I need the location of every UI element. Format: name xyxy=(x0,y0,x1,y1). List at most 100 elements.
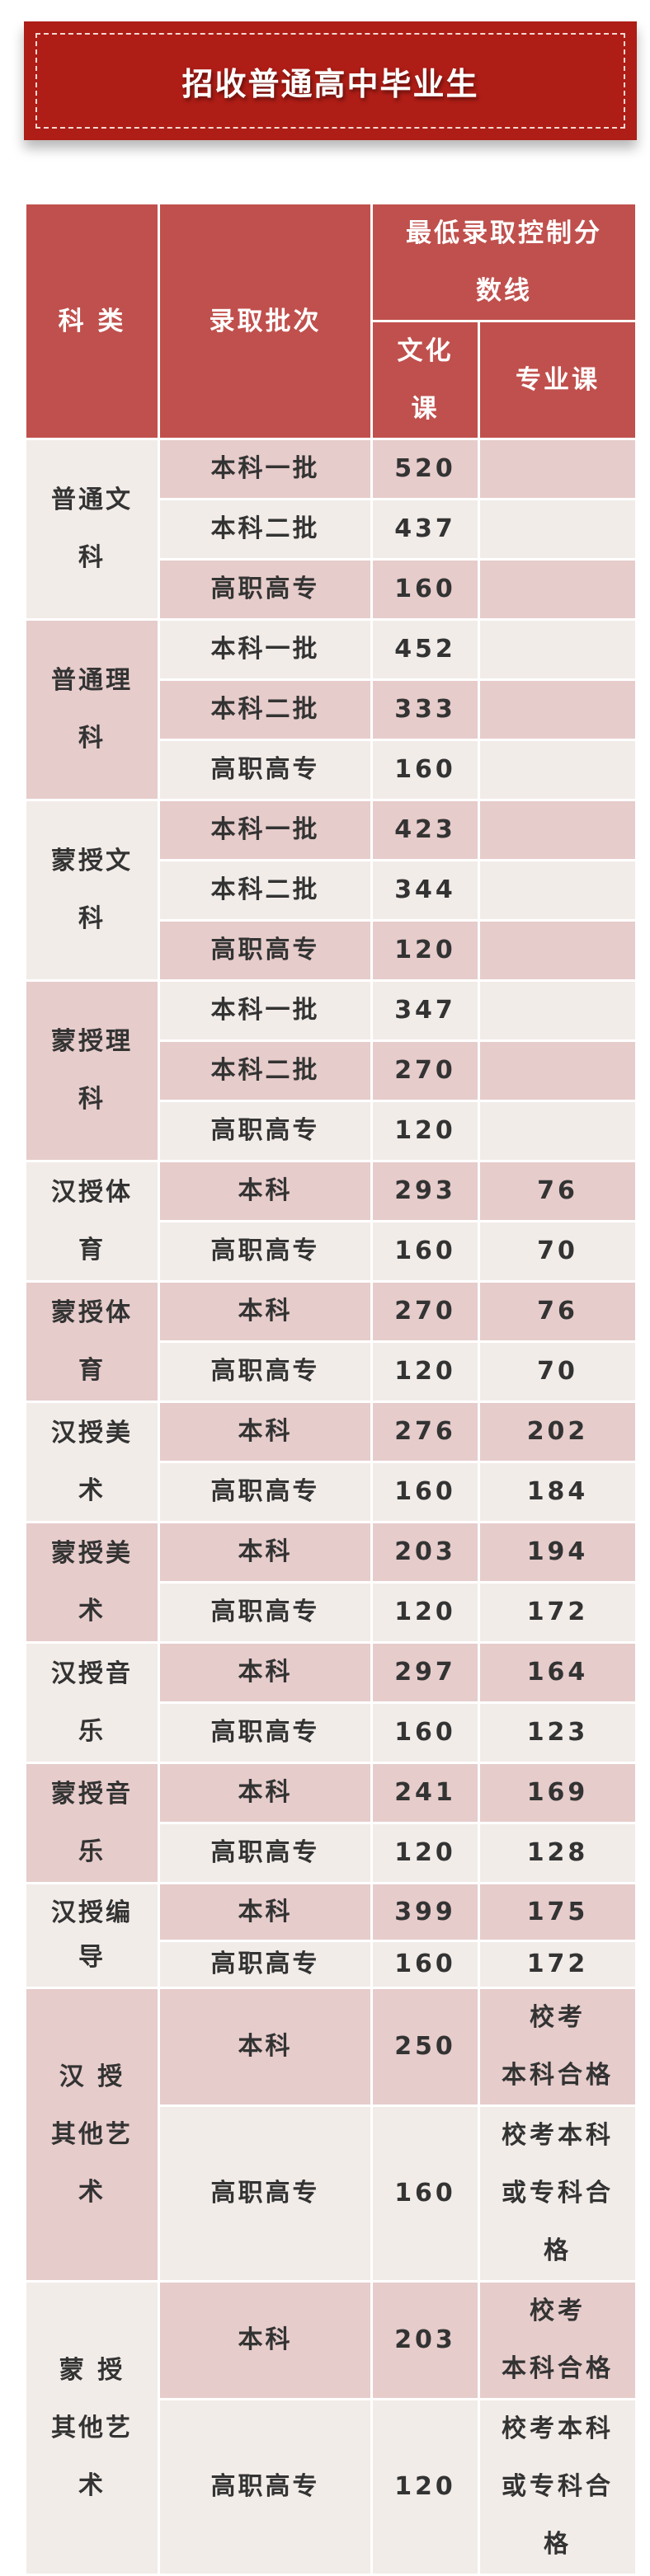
culture-score-cell: 437 xyxy=(373,500,478,558)
category-cell: 普通理 科 xyxy=(26,621,158,799)
major-score-cell: 76 xyxy=(480,1162,635,1220)
header-batch: 录取批次 xyxy=(160,204,370,438)
culture-score-cell: 276 xyxy=(373,1403,478,1461)
category-cell: 汉授编 导 xyxy=(26,1884,158,1987)
major-score-cell xyxy=(480,681,635,739)
batch-cell: 高职高专 xyxy=(160,1704,370,1762)
table-row: 本科二批 344 xyxy=(26,861,635,919)
culture-score-cell: 270 xyxy=(373,1042,478,1100)
category-cell: 汉授体 育 xyxy=(26,1162,158,1280)
major-score-cell: 70 xyxy=(480,1343,635,1401)
batch-cell: 本科二批 xyxy=(160,681,370,739)
category-cell: 汉授美 术 xyxy=(26,1403,158,1521)
major-score-cell: 校考 本科合格 xyxy=(480,2283,635,2398)
table-row: 蒙授体 育本科 270 76 xyxy=(26,1283,635,1401)
batch-cell: 本科 xyxy=(160,1162,370,1220)
batch-cell: 高职高专 xyxy=(160,1584,370,1641)
major-score-cell: 172 xyxy=(480,1584,635,1641)
category-cell: 普通文 科 xyxy=(26,440,158,618)
batch-cell: 本科 xyxy=(160,2283,370,2398)
table-row: 蒙授理 科本科一批 347 xyxy=(26,982,635,1160)
table-row: 高职高专 120 172 xyxy=(26,1584,635,1641)
major-score-cell: 194 xyxy=(480,1523,635,1581)
table-row: 高职高专 160 校考本科 或专科合 格 xyxy=(26,2107,635,2280)
table-row: 蒙 授 其他艺 术本科 203 校考 本科合格 xyxy=(26,2283,635,2574)
batch-cell: 高职高专 xyxy=(160,1102,370,1160)
major-score-cell: 184 xyxy=(480,1463,635,1521)
category-cell: 蒙 授 其他艺 术 xyxy=(26,2283,158,2574)
category-cell: 蒙授文 科 xyxy=(26,801,158,979)
batch-cell: 本科 xyxy=(160,1403,370,1461)
culture-score-cell: 203 xyxy=(373,2283,478,2398)
major-score-cell: 175 xyxy=(480,1884,635,1940)
culture-score-cell: 347 xyxy=(373,982,478,1039)
header-category: 科 类 xyxy=(26,204,158,438)
batch-cell: 本科 xyxy=(160,1523,370,1581)
culture-score-cell: 344 xyxy=(373,861,478,919)
batch-cell: 本科二批 xyxy=(160,861,370,919)
major-score-cell: 校考 本科合格 xyxy=(480,1989,635,2104)
batch-cell: 高职高专 xyxy=(160,1824,370,1882)
culture-score-cell: 297 xyxy=(373,1644,478,1701)
major-score-cell xyxy=(480,982,635,1039)
culture-score-cell: 250 xyxy=(373,1989,478,2104)
major-score-cell xyxy=(480,1102,635,1160)
header-min-score: 最低录取控制分 数线 xyxy=(373,204,635,320)
batch-cell: 高职高专 xyxy=(160,741,370,799)
major-score-cell xyxy=(480,861,635,919)
table-row: 汉授音 乐本科 297 164 xyxy=(26,1644,635,1762)
major-score-cell: 123 xyxy=(480,1704,635,1762)
culture-score-cell: 120 xyxy=(373,1343,478,1401)
table-row: 高职高专 160 xyxy=(26,561,635,618)
culture-score-cell: 293 xyxy=(373,1162,478,1220)
table-row: 蒙授文 科本科一批 423 xyxy=(26,801,635,979)
culture-score-cell: 203 xyxy=(373,1523,478,1581)
category-cell: 蒙授美 术 xyxy=(26,1523,158,1641)
table-row: 蒙授音 乐本科 241 169 xyxy=(26,1764,635,1882)
header-major: 专业课 xyxy=(480,322,635,438)
batch-cell: 高职高专 xyxy=(160,922,370,979)
category-cell: 蒙授理 科 xyxy=(26,982,158,1160)
batch-cell: 本科 xyxy=(160,1283,370,1340)
title-banner: 招收普通高中毕业生 xyxy=(24,21,637,140)
table-row: 汉 授 其他艺 术本科 250 校考 本科合格 xyxy=(26,1989,635,2280)
category-cell: 蒙授体 育 xyxy=(26,1283,158,1401)
culture-score-cell: 520 xyxy=(373,440,478,498)
table-row: 本科二批 270 xyxy=(26,1042,635,1100)
major-score-cell xyxy=(480,1042,635,1100)
batch-cell: 高职高专 xyxy=(160,1942,370,1987)
category-cell: 汉 授 其他艺 术 xyxy=(26,1989,158,2280)
page-title: 招收普通高中毕业生 xyxy=(181,65,479,102)
major-score-cell: 128 xyxy=(480,1824,635,1882)
major-score-cell: 202 xyxy=(480,1403,635,1461)
table-row: 蒙授美 术本科 203 194 xyxy=(26,1523,635,1641)
major-score-cell xyxy=(480,621,635,678)
batch-cell: 高职高专 xyxy=(160,561,370,618)
major-score-cell: 169 xyxy=(480,1764,635,1822)
culture-score-cell: 160 xyxy=(373,1704,478,1762)
major-score-cell: 172 xyxy=(480,1942,635,1987)
admission-score-table: 科 类 录取批次 最低录取控制分 数线 文化 课 专业课 普通文 科本科一批 52… xyxy=(24,202,638,2576)
table-row: 高职高专 120 128 xyxy=(26,1824,635,1882)
table-row: 高职高专 160 xyxy=(26,741,635,799)
table-row: 高职高专 120 校考本科 或专科合 格 xyxy=(26,2400,635,2574)
batch-cell: 本科二批 xyxy=(160,1042,370,1100)
table-row: 高职高专 160 172 xyxy=(26,1942,635,1987)
table-row: 高职高专 160 184 xyxy=(26,1463,635,1521)
batch-cell: 本科 xyxy=(160,1644,370,1701)
batch-cell: 本科 xyxy=(160,1884,370,1940)
table-row: 高职高专 120 xyxy=(26,922,635,979)
table-row: 汉授体 育本科 293 76 xyxy=(26,1162,635,1280)
culture-score-cell: 120 xyxy=(373,2400,478,2574)
culture-score-cell: 452 xyxy=(373,621,478,678)
major-score-cell xyxy=(480,500,635,558)
culture-score-cell: 160 xyxy=(373,741,478,799)
culture-score-cell: 160 xyxy=(373,1463,478,1521)
table-row: 汉授编 导本科 399 175 xyxy=(26,1884,635,1987)
table-row: 高职高专 120 xyxy=(26,1102,635,1160)
table-row: 普通理 科本科一批 452 xyxy=(26,621,635,799)
batch-cell: 本科一批 xyxy=(160,982,370,1039)
batch-cell: 高职高专 xyxy=(160,1222,370,1280)
batch-cell: 本科 xyxy=(160,1989,370,2104)
culture-score-cell: 160 xyxy=(373,2107,478,2280)
